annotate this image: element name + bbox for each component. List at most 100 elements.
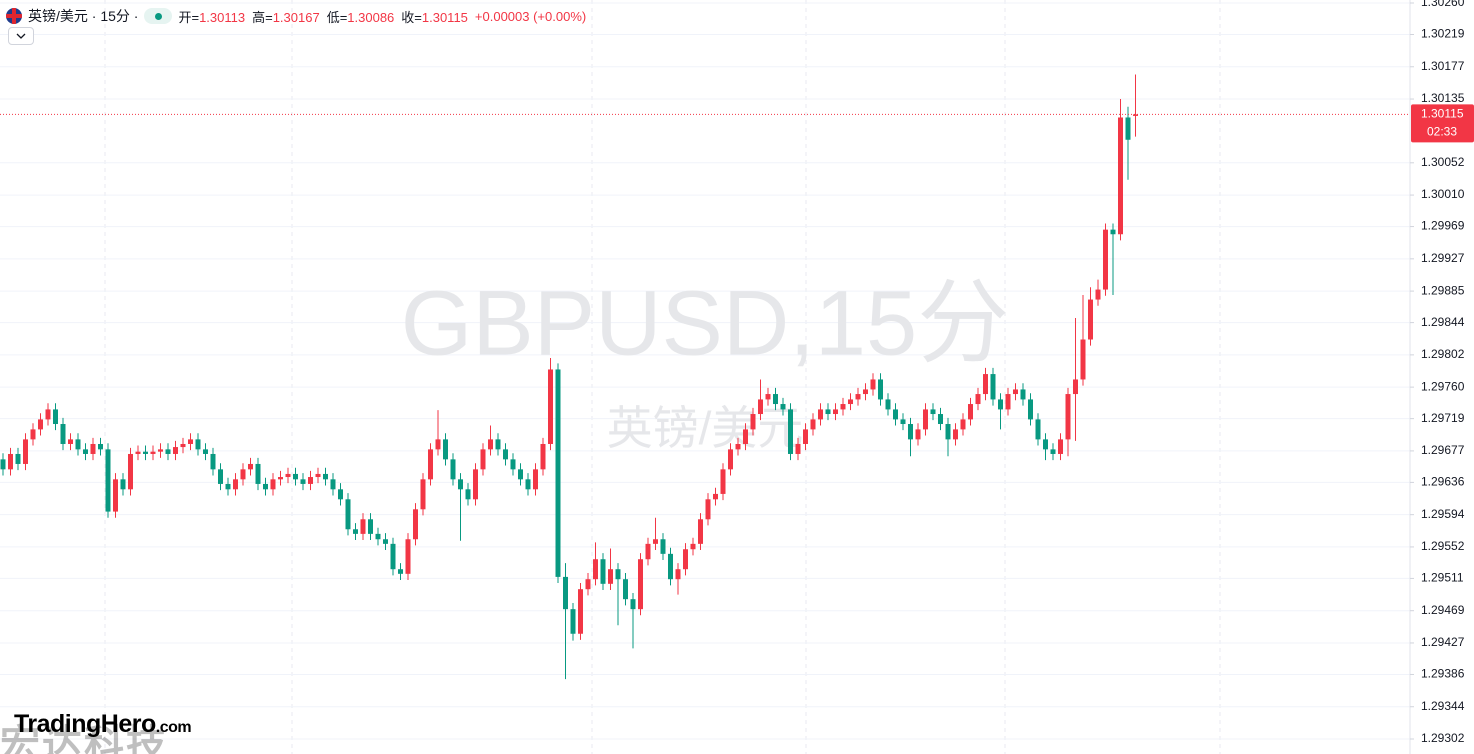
y-tick-label: 1.29844 xyxy=(1421,315,1465,329)
watermark-sub: 英镑/美元 xyxy=(607,402,804,454)
y-tick-label: 1.29636 xyxy=(1421,475,1465,489)
y-tick-label: 1.29386 xyxy=(1421,667,1465,681)
y-tick-label: 1.30177 xyxy=(1421,59,1465,73)
candle-body xyxy=(480,449,486,470)
candle-body xyxy=(195,439,201,450)
candle-body xyxy=(765,394,771,400)
candle-body xyxy=(1080,339,1086,380)
candle-body xyxy=(713,493,718,500)
candle-body xyxy=(203,449,208,454)
candle-body xyxy=(600,559,606,584)
candle-body xyxy=(720,469,726,494)
candle-body xyxy=(900,419,906,425)
candle-body xyxy=(173,447,178,454)
y-tick-label: 1.29552 xyxy=(1421,539,1465,553)
y-tick-label: 1.29802 xyxy=(1421,347,1465,361)
candle-body xyxy=(915,429,921,440)
candle-body xyxy=(930,409,936,415)
candle-body xyxy=(653,539,658,544)
candle-body xyxy=(863,389,868,395)
candle-body xyxy=(1103,229,1108,290)
candle-body xyxy=(465,489,471,500)
y-tick-label: 1.30260 xyxy=(1421,0,1465,9)
candle-body xyxy=(848,399,853,405)
candle-body xyxy=(743,429,748,444)
candle-body xyxy=(120,479,126,490)
candle-body xyxy=(1013,389,1018,395)
candle-body xyxy=(758,399,763,415)
candle-body xyxy=(225,483,231,490)
candle-body xyxy=(270,479,276,490)
candle-body xyxy=(878,379,883,400)
y-tick-label: 1.29594 xyxy=(1421,507,1465,521)
candle-body xyxy=(330,479,336,490)
collapse-button[interactable] xyxy=(8,27,34,45)
candle-body xyxy=(630,599,636,610)
candle-body xyxy=(23,439,28,464)
candle-body xyxy=(435,439,441,450)
y-tick-label: 1.29677 xyxy=(1421,443,1465,457)
candle-body xyxy=(285,473,291,478)
candle-body xyxy=(255,463,261,484)
candle-body xyxy=(510,459,516,470)
candle-body xyxy=(323,473,328,480)
candle-body xyxy=(143,451,148,454)
candle-body xyxy=(263,483,268,490)
candle-body xyxy=(683,549,688,570)
candle-body xyxy=(53,409,58,425)
y-tick-label: 1.30052 xyxy=(1421,155,1465,169)
candle-body xyxy=(105,449,111,512)
candle-body xyxy=(945,424,951,440)
candle-body xyxy=(1073,379,1078,395)
candle-body xyxy=(1133,114,1138,116)
change: +0.00003 (+0.00%) xyxy=(474,8,587,24)
candle-body xyxy=(908,424,913,440)
y-tick-label: 1.29344 xyxy=(1421,699,1465,713)
candle-body xyxy=(180,443,186,448)
logo-text: TradingHero xyxy=(14,710,156,738)
candle-body xyxy=(623,579,628,600)
candle-body xyxy=(728,449,733,470)
y-tick-label: 1.29927 xyxy=(1421,251,1465,265)
market-status[interactable] xyxy=(144,8,173,24)
last-price-box xyxy=(1411,104,1474,143)
candle-body xyxy=(338,489,343,500)
candle-body xyxy=(30,429,36,440)
candle-body xyxy=(795,443,801,454)
vertical-grid xyxy=(104,0,1221,754)
candle-body xyxy=(593,559,598,580)
y-tick-label: 1.29427 xyxy=(1421,635,1465,649)
candle-body xyxy=(615,569,621,580)
candle-body xyxy=(420,479,426,510)
candle-body xyxy=(315,473,321,478)
candle-body xyxy=(1028,399,1033,420)
candle-body xyxy=(555,369,561,577)
y-tick-label: 1.29885 xyxy=(1421,283,1465,297)
candle-body xyxy=(98,443,103,450)
candle-body xyxy=(398,569,403,574)
candle-body xyxy=(660,539,666,554)
candle-body xyxy=(893,409,898,420)
candle-body xyxy=(300,479,306,484)
candle-body xyxy=(548,369,553,444)
y-tick-label: 1.29302 xyxy=(1421,731,1465,745)
candle-body xyxy=(675,569,681,580)
candle-body xyxy=(1118,117,1123,235)
candle-body xyxy=(735,443,741,450)
watermark: GBPUSD,15分 xyxy=(401,272,1009,374)
candle-body xyxy=(668,553,673,580)
candle-body xyxy=(975,394,981,405)
candle-body xyxy=(1043,439,1048,450)
ohlc-value: 1.30167 xyxy=(272,9,320,25)
candle-body xyxy=(75,439,81,450)
candle-body xyxy=(165,449,171,454)
candle-body xyxy=(533,469,538,490)
candle-body xyxy=(833,409,838,415)
candle-body xyxy=(135,451,141,454)
candle-body xyxy=(158,449,163,452)
candle-body xyxy=(540,443,546,470)
y-tick-label: 1.30010 xyxy=(1421,187,1465,201)
candle-body xyxy=(443,439,448,460)
candle-body xyxy=(585,579,591,590)
